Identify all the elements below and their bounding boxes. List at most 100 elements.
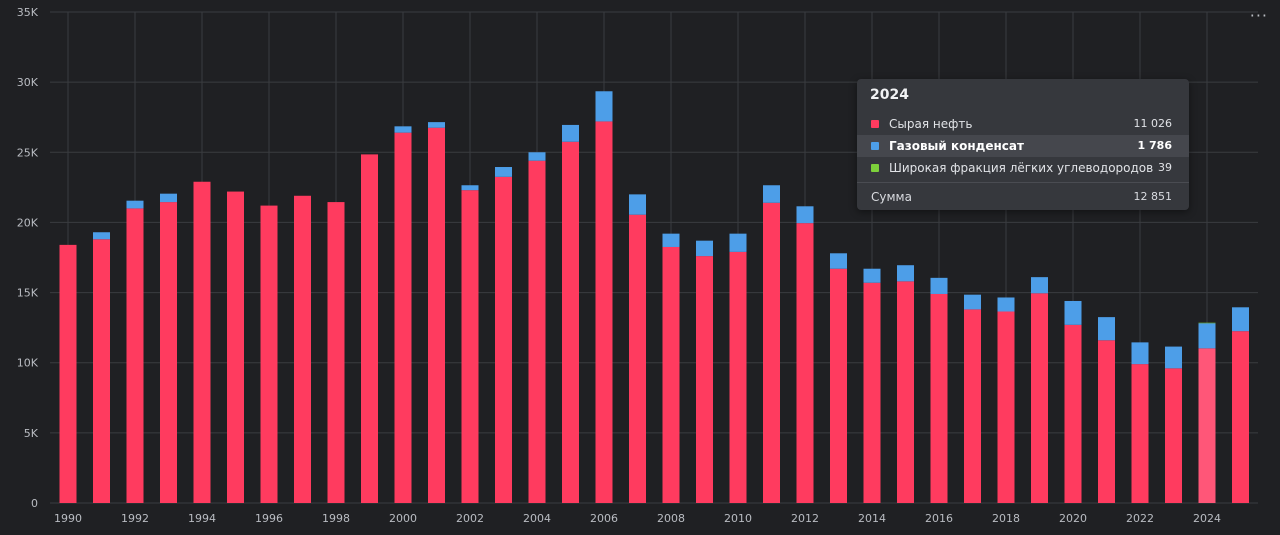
tooltip-label: Сырая нефть bbox=[889, 117, 973, 131]
bar-gas-condensate-2006[interactable] bbox=[595, 91, 613, 122]
x-tick-label: 2018 bbox=[992, 512, 1020, 525]
bar-crude-oil-2001[interactable] bbox=[428, 127, 445, 503]
x-tick-label: 2004 bbox=[523, 512, 551, 525]
bar-gas-condensate-2017[interactable] bbox=[964, 294, 981, 310]
tooltip-sum-value: 12 851 bbox=[1133, 190, 1173, 203]
bar-crude-oil-2000[interactable] bbox=[394, 132, 412, 503]
bar-crude-oil-1998[interactable] bbox=[327, 202, 345, 503]
bar-gas-condensate-2002[interactable] bbox=[461, 185, 479, 191]
bar-crude-oil-1993[interactable] bbox=[160, 202, 177, 503]
y-axis-labels: 0 5K 10K 15K 20K 25K 30K 35K bbox=[17, 6, 39, 510]
bar-crude-oil-2024[interactable] bbox=[1198, 348, 1216, 503]
bar-crude-oil-1997[interactable] bbox=[294, 195, 311, 503]
bar-crude-oil-2007[interactable] bbox=[629, 214, 646, 503]
tooltip-row-ngl: Широкая фракция лёгких углеводородов 39 bbox=[857, 157, 1189, 179]
bar-crude-oil-1995[interactable] bbox=[227, 191, 244, 503]
bar-crude-oil-2003[interactable] bbox=[495, 176, 512, 504]
bar-crude-oil-2016[interactable] bbox=[930, 293, 948, 503]
bar-gas-condensate-2022[interactable] bbox=[1131, 342, 1149, 365]
x-tick-label: 2002 bbox=[456, 512, 484, 525]
x-tick-label: 2016 bbox=[925, 512, 953, 525]
bar-crude-oil-1999[interactable] bbox=[361, 154, 378, 503]
bar-crude-oil-2020[interactable] bbox=[1064, 324, 1082, 503]
x-tick-label: 1996 bbox=[255, 512, 283, 525]
bar-gas-condensate-2015[interactable] bbox=[897, 265, 914, 282]
bar-crude-oil-2012[interactable] bbox=[796, 223, 814, 503]
tooltip-title: 2024 bbox=[870, 87, 909, 103]
legend-swatch-crude-oil bbox=[871, 120, 879, 128]
bar-crude-oil-2004[interactable] bbox=[528, 160, 546, 503]
bar-gas-condensate-2007[interactable] bbox=[629, 194, 646, 215]
tooltip-row-gas-condensate: Газовый конденсат 1 786 bbox=[857, 135, 1189, 157]
bar-gas-condensate-2024[interactable] bbox=[1198, 323, 1216, 349]
bars bbox=[59, 91, 1249, 504]
bar-crude-oil-2006[interactable] bbox=[595, 121, 613, 504]
bar-crude-oil-2008[interactable] bbox=[662, 246, 680, 503]
bar-gas-condensate-2004[interactable] bbox=[528, 152, 546, 161]
y-tick-label: 35K bbox=[17, 6, 39, 19]
bar-gas-condensate-1993[interactable] bbox=[160, 193, 177, 203]
x-tick-label: 1994 bbox=[188, 512, 216, 525]
x-tick-label: 1990 bbox=[54, 512, 82, 525]
x-tick-label: 2006 bbox=[590, 512, 618, 525]
bar-gas-condensate-2014[interactable] bbox=[863, 268, 881, 283]
more-options-icon[interactable]: ··· bbox=[1249, 6, 1268, 25]
bar-crude-oil-2017[interactable] bbox=[964, 309, 981, 503]
bar-gas-condensate-2000[interactable] bbox=[394, 126, 412, 133]
bar-gas-condensate-2018[interactable] bbox=[997, 297, 1015, 312]
bar-gas-condensate-2020[interactable] bbox=[1064, 300, 1082, 325]
bar-gas-condensate-2003[interactable] bbox=[495, 167, 512, 177]
bar-crude-oil-2022[interactable] bbox=[1131, 364, 1149, 503]
bar-crude-oil-2014[interactable] bbox=[863, 282, 881, 503]
tooltip-row-crude-oil: Сырая нефть 11 026 bbox=[857, 113, 1189, 135]
bar-gas-condensate-2025[interactable] bbox=[1232, 307, 1249, 332]
bar-crude-oil-1991[interactable] bbox=[93, 239, 110, 503]
bar-crude-oil-2019[interactable] bbox=[1031, 293, 1048, 503]
bar-crude-oil-1994[interactable] bbox=[193, 181, 211, 503]
y-tick-label: 10K bbox=[17, 357, 39, 370]
bar-gas-condensate-2010[interactable] bbox=[729, 233, 747, 252]
tooltip-value: 1 786 bbox=[1137, 139, 1172, 152]
bar-crude-oil-2011[interactable] bbox=[763, 202, 780, 503]
tooltip-value: 11 026 bbox=[1133, 117, 1173, 130]
bar-gas-condensate-2008[interactable] bbox=[662, 233, 680, 247]
bar-crude-oil-2015[interactable] bbox=[897, 281, 914, 503]
legend-swatch-ngl bbox=[871, 164, 879, 172]
bar-gas-condensate-1992[interactable] bbox=[126, 200, 144, 209]
bar-gas-condensate-1991[interactable] bbox=[93, 232, 110, 240]
y-gridlines bbox=[50, 11, 1258, 504]
bar-crude-oil-2009[interactable] bbox=[696, 256, 713, 503]
bar-crude-oil-2023[interactable] bbox=[1165, 368, 1182, 503]
bar-gas-condensate-2021[interactable] bbox=[1098, 317, 1115, 341]
bar-crude-oil-1996[interactable] bbox=[260, 205, 278, 503]
bar-crude-oil-2005[interactable] bbox=[562, 141, 579, 503]
bar-crude-oil-2002[interactable] bbox=[461, 190, 479, 504]
bar-gas-condensate-2001[interactable] bbox=[428, 122, 445, 128]
bar-crude-oil-2025[interactable] bbox=[1232, 331, 1249, 503]
x-axis-labels: 1990 1992 1994 1996 1998 2000 2002 2004 2006 2008… bbox=[54, 512, 1221, 525]
bar-crude-oil-2013[interactable] bbox=[830, 268, 847, 503]
x-tick-label: 2000 bbox=[389, 512, 417, 525]
bar-crude-oil-1990[interactable] bbox=[59, 244, 77, 504]
bar-gas-condensate-2005[interactable] bbox=[562, 124, 579, 142]
bar-gas-condensate-2019[interactable] bbox=[1031, 277, 1048, 294]
x-tick-label: 2012 bbox=[791, 512, 819, 525]
y-tick-label: 0 bbox=[31, 497, 38, 510]
bar-gas-condensate-2023[interactable] bbox=[1165, 346, 1182, 369]
bar-gas-condensate-2012[interactable] bbox=[796, 206, 814, 224]
bar-gas-condensate-2013[interactable] bbox=[830, 253, 847, 269]
tooltip-divider bbox=[857, 182, 1189, 183]
bar-gas-condensate-2011[interactable] bbox=[763, 185, 780, 203]
bar-crude-oil-2010[interactable] bbox=[729, 251, 747, 503]
bar-gas-condensate-2016[interactable] bbox=[930, 277, 948, 294]
bar-ngl-2024[interactable] bbox=[1198, 322, 1216, 324]
bar-crude-oil-2021[interactable] bbox=[1098, 340, 1115, 503]
tooltip-label: Газовый конденсат bbox=[889, 139, 1024, 153]
x-tick-label: 2008 bbox=[657, 512, 685, 525]
bar-crude-oil-2018[interactable] bbox=[997, 311, 1015, 503]
tooltip-value: 39 bbox=[1158, 161, 1172, 174]
bar-gas-condensate-2009[interactable] bbox=[696, 240, 713, 257]
x-tick-label: 2010 bbox=[724, 512, 752, 525]
tooltip-label: Широкая фракция лёгких углеводородов bbox=[889, 161, 1154, 175]
bar-crude-oil-1992[interactable] bbox=[126, 208, 144, 503]
